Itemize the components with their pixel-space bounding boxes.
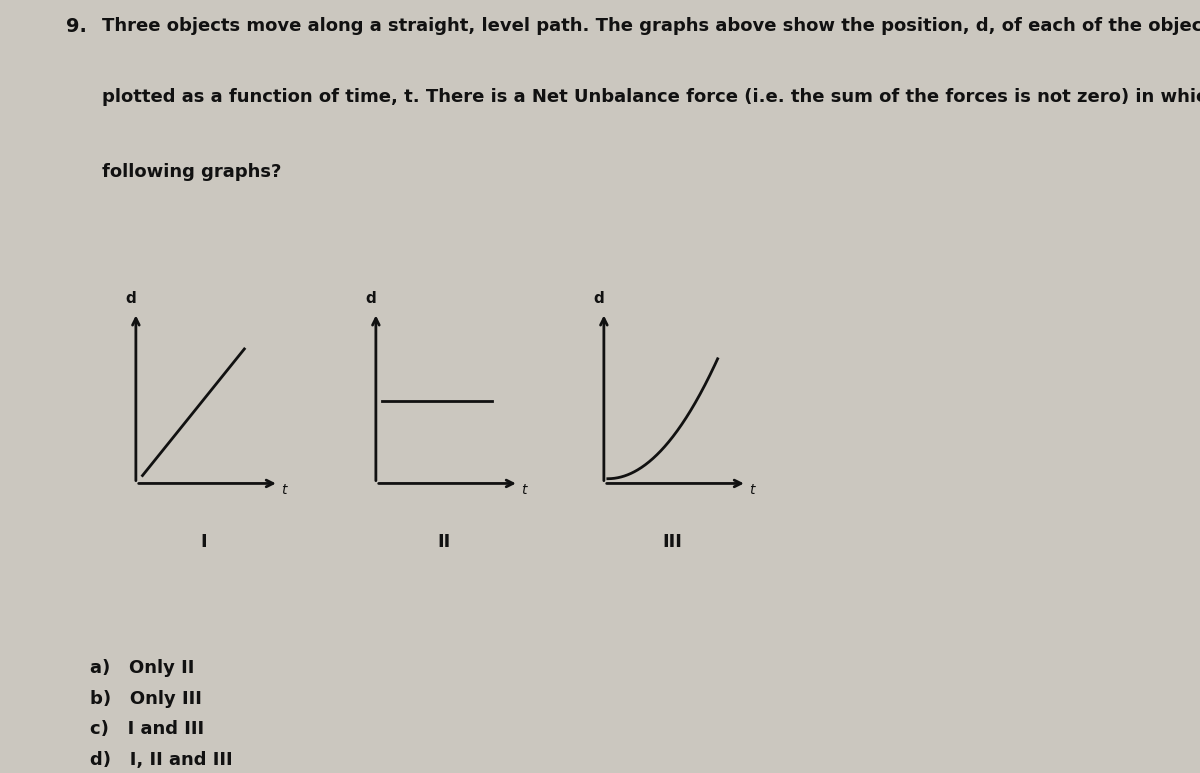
Text: plotted as a function of time, t. There is a Net Unbalance force (i.e. the sum o: plotted as a function of time, t. There …: [102, 87, 1200, 106]
Text: d)   I, II and III: d) I, II and III: [90, 751, 233, 768]
Text: d: d: [365, 291, 376, 306]
Text: Three objects move along a straight, level path. The graphs above show the posit: Three objects move along a straight, lev…: [102, 17, 1200, 35]
Text: b)   Only III: b) Only III: [90, 690, 202, 707]
Text: I: I: [200, 533, 208, 550]
Text: a)   Only II: a) Only II: [90, 659, 194, 677]
Text: d: d: [125, 291, 136, 306]
Text: t: t: [749, 483, 755, 497]
Text: 9.: 9.: [66, 17, 86, 36]
Text: c)   I and III: c) I and III: [90, 720, 204, 738]
Text: t: t: [521, 483, 527, 497]
Text: t: t: [281, 483, 287, 497]
Text: following graphs?: following graphs?: [102, 163, 281, 181]
Text: III: III: [662, 533, 682, 550]
Text: d: d: [593, 291, 604, 306]
Text: II: II: [437, 533, 451, 550]
